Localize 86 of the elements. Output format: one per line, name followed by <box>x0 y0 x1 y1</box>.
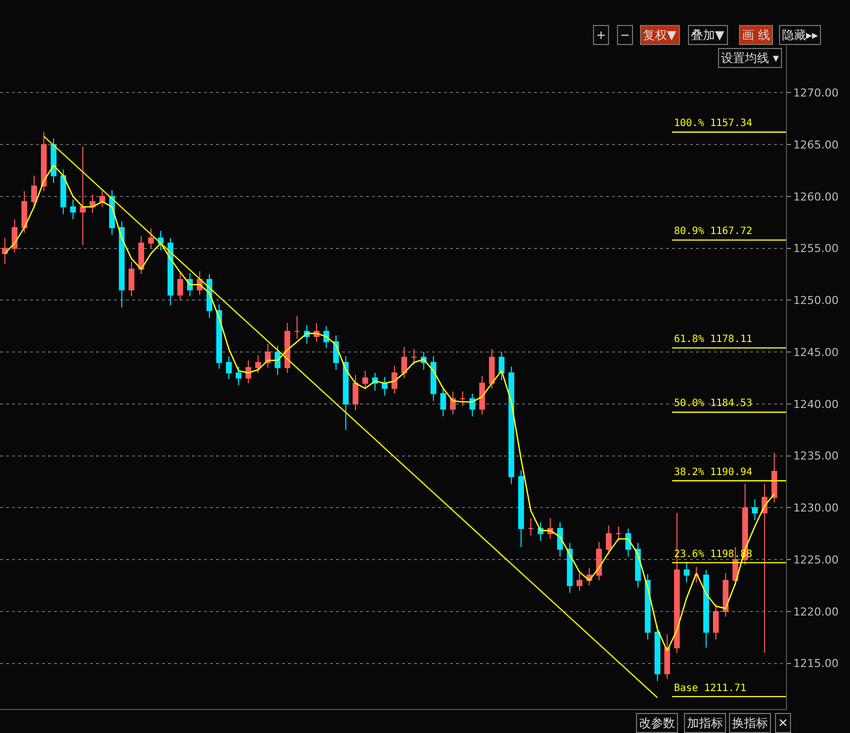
y-tick-label: 1220.00 <box>793 605 839 618</box>
candlestick <box>168 237 174 306</box>
annotation: 38.2% 1190.94 <box>674 467 752 478</box>
y-tick-label: 1235.00 <box>793 450 839 463</box>
candlestick <box>12 218 18 253</box>
candlestick <box>2 237 8 264</box>
candlestick <box>566 542 573 594</box>
candlestick <box>236 366 242 386</box>
candlestick <box>664 634 670 680</box>
candlestick <box>440 386 446 417</box>
candlestick <box>712 604 719 640</box>
candlestick <box>352 374 358 411</box>
candlestick <box>703 569 710 648</box>
text: 复权▼ <box>643 28 677 42</box>
y-tick-label: 1215.00 <box>793 657 839 670</box>
text: 叠加▼ <box>691 28 725 42</box>
candlestick <box>596 541 602 581</box>
text: 改参数 <box>639 716 675 730</box>
candlestick <box>518 470 524 548</box>
candlestick <box>60 169 66 215</box>
candlestick <box>430 356 436 402</box>
candlestick <box>382 376 388 396</box>
candlestick <box>50 138 56 184</box>
candlestick <box>128 261 134 297</box>
annotation: 80.9% 1167.72 <box>674 226 752 237</box>
candlestick <box>460 391 466 407</box>
candlestick <box>528 518 534 536</box>
candlestick <box>148 228 154 249</box>
candlestick <box>40 132 47 192</box>
y-tick-label: 1265.00 <box>793 138 839 152</box>
candlestick <box>264 343 271 368</box>
y-tick-label: 1240.00 <box>793 398 839 411</box>
y-tick-label: 1260.00 <box>793 190 839 204</box>
candlestick <box>576 572 582 592</box>
candlestick <box>216 304 222 370</box>
candlestick <box>450 391 456 415</box>
candlestick <box>226 356 232 380</box>
candlestick <box>722 572 728 618</box>
y-tick-label: 1230.00 <box>793 502 839 515</box>
y-tick-label: 1225.00 <box>793 553 839 566</box>
candlestick <box>694 566 700 583</box>
annotation: 50.0% 1184.53 <box>674 398 752 409</box>
annotation: 100.% 1157.34 <box>674 118 752 129</box>
candlestick <box>411 348 417 366</box>
candlestick <box>654 626 660 682</box>
candlestick <box>21 190 28 234</box>
text: 画 线 <box>742 28 770 42</box>
candlestick <box>508 366 514 484</box>
text: 隐藏▸▸ <box>782 28 818 42</box>
candlestick <box>80 146 86 246</box>
text: − <box>620 28 630 42</box>
candlestick <box>616 526 622 542</box>
text: + <box>596 28 606 42</box>
y-tick-label: 1250.00 <box>793 294 839 308</box>
text: 加指标 <box>687 716 723 730</box>
candlestick <box>31 175 37 208</box>
candlestick <box>118 220 125 308</box>
candlestick <box>479 375 486 415</box>
y-tick-label: 1270.00 <box>793 86 839 100</box>
text: 换指标 <box>732 716 768 730</box>
candlestick <box>401 346 408 379</box>
candlestick <box>498 352 504 381</box>
candlestick <box>684 561 690 583</box>
y-tick-label: 1255.00 <box>793 242 839 256</box>
candlestick <box>138 235 144 275</box>
candlestick <box>771 452 778 504</box>
candlestick <box>606 524 612 555</box>
candlestick <box>362 370 368 389</box>
candlestick <box>70 199 76 220</box>
candlestick <box>255 354 261 374</box>
y-tick-label: 1245.00 <box>793 346 839 359</box>
candlestick <box>762 483 768 654</box>
candlestick <box>99 188 106 208</box>
candlestick <box>752 498 758 521</box>
candlestick <box>342 356 349 430</box>
candlestick <box>294 315 300 340</box>
candlestick <box>392 365 398 394</box>
annotation: Base 1211.71 <box>674 683 746 694</box>
annotation: 设置均线 ▾ <box>721 51 779 65</box>
candlestick <box>274 345 280 376</box>
candlestick <box>177 272 184 301</box>
text: ✕ <box>778 716 788 730</box>
candlestick <box>557 522 563 557</box>
candlestick <box>488 348 495 389</box>
candlestick <box>245 360 252 384</box>
annotation: 61.8% 1178.11 <box>674 334 752 345</box>
